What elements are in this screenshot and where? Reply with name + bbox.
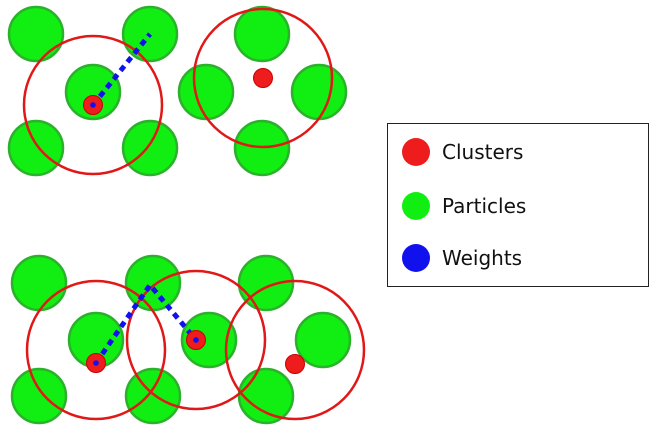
legend-label-weights: Weights: [442, 246, 523, 270]
particle: [237, 367, 295, 425]
cluster-radius-circle: [192, 7, 334, 149]
particle: [124, 367, 182, 425]
radius-circles-layer: [22, 7, 366, 421]
cluster: [253, 68, 273, 88]
particle: [10, 367, 68, 425]
legend: Clusters Particles Weights: [387, 123, 649, 287]
cluster-swatch-icon: [402, 138, 430, 166]
cluster-radius-circle: [25, 279, 167, 421]
clusters-layer: [83, 68, 305, 374]
legend-item-weights: Weights: [402, 243, 522, 273]
particle: [177, 63, 235, 121]
weight-link: [91, 32, 152, 107]
particle: [124, 254, 182, 312]
particle-swatch-icon: [402, 192, 430, 220]
particle: [7, 5, 65, 63]
cluster-radius-circle: [125, 269, 267, 411]
weights-layer: [91, 32, 198, 365]
legend-label-particles: Particles: [442, 194, 527, 218]
particle: [64, 63, 122, 121]
legend-item-particles: Particles: [402, 191, 526, 221]
weight-node: [93, 360, 99, 366]
legend-item-clusters: Clusters: [402, 137, 523, 167]
particle: [7, 119, 65, 177]
particle: [180, 311, 238, 369]
particle: [290, 63, 348, 121]
cluster-radius-circle: [22, 34, 164, 176]
particle: [10, 254, 68, 312]
particle: [121, 119, 179, 177]
cluster-radius-circle: [224, 279, 366, 421]
weight-swatch-icon: [402, 244, 430, 272]
weight-node: [193, 337, 199, 343]
weight-node: [90, 102, 96, 108]
cluster: [285, 354, 305, 374]
particle: [233, 5, 291, 63]
legend-label-clusters: Clusters: [442, 140, 524, 164]
particle: [294, 311, 352, 369]
